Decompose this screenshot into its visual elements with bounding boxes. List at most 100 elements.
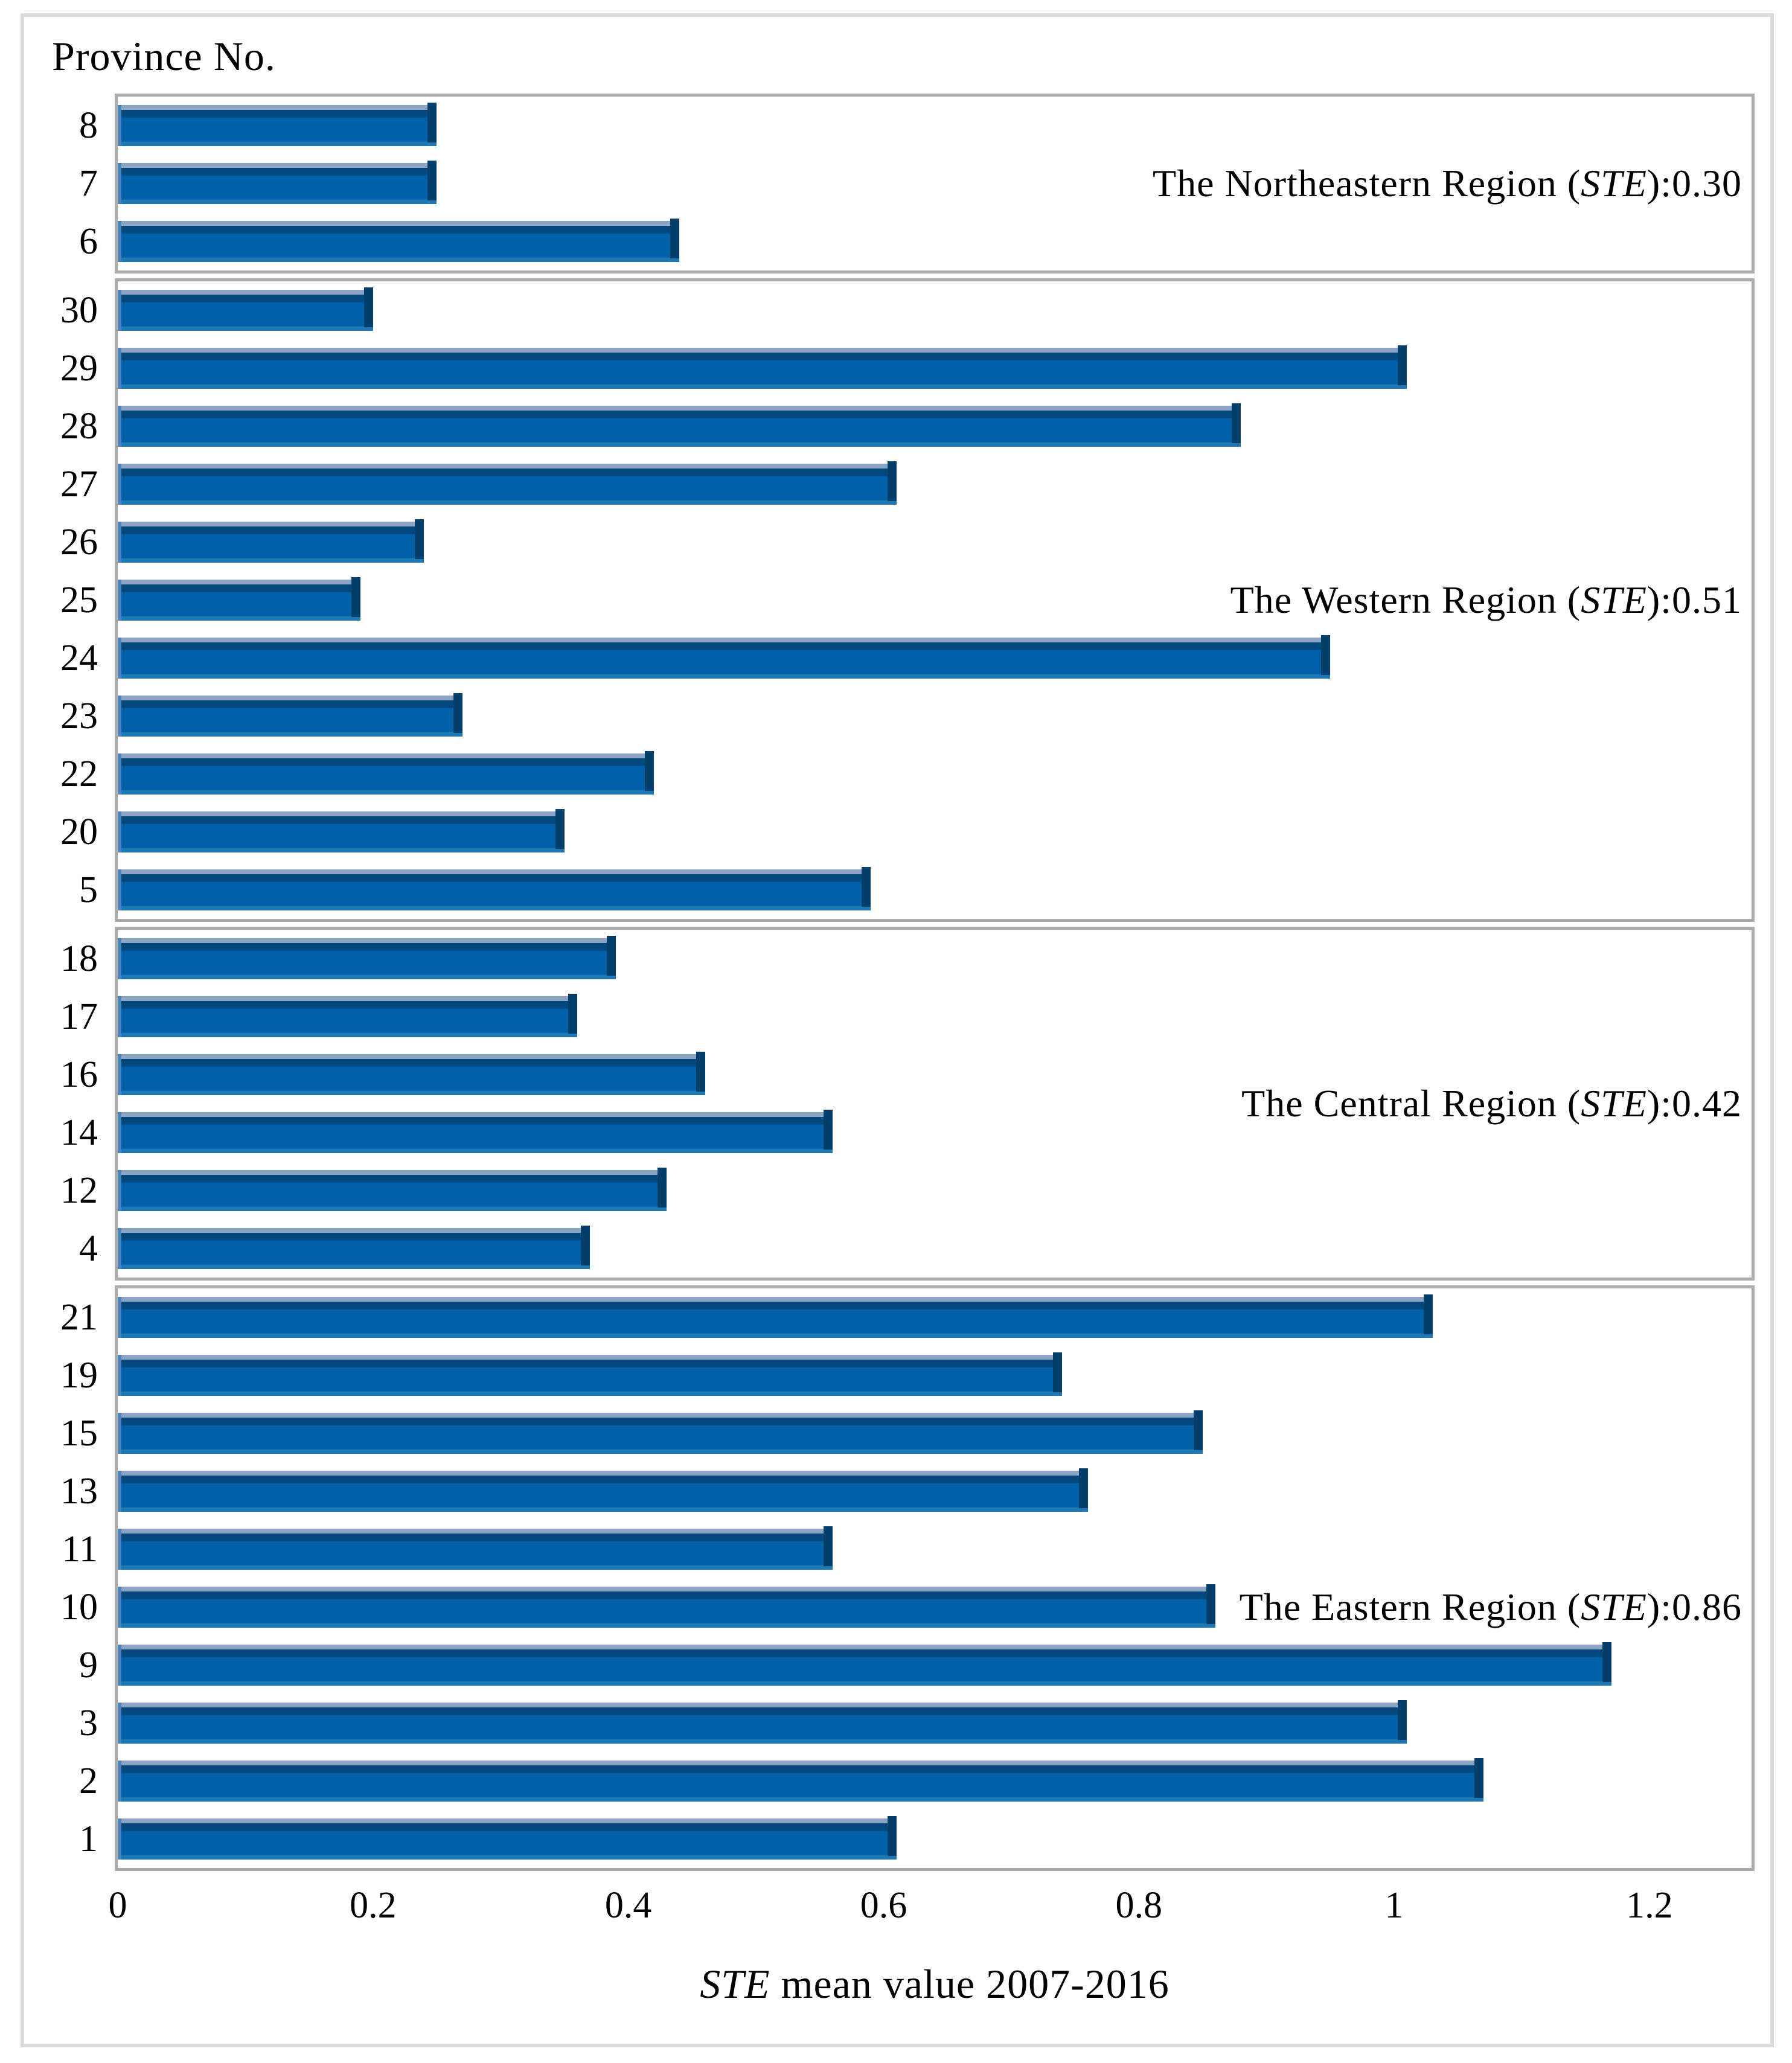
bar-province-10 [118,1584,1216,1628]
bar-row [118,455,1752,513]
bar-row [118,339,1752,397]
region-annotation-italic: STE [1581,578,1647,621]
region-annotation-central: The Central Region (STE):0.42 [1241,1081,1742,1126]
region-panel-northeastern: 8 7 6 The Northeastern Region (STE):0.30 [24,94,1755,273]
province-label-8: 8 [79,104,98,146]
x-axis-title-italic: STE [700,1961,770,2007]
province-labels-eastern: 21 19 15 13 11 10 9 3 2 1 [24,1285,115,1871]
province-label-21: 21 [60,1296,98,1338]
province-label-5: 5 [79,869,98,910]
bar-row [118,861,1752,919]
province-label-2: 2 [79,1760,98,1802]
bar-province-12 [118,1168,667,1211]
x-tick-0.6: 0.6 [860,1885,907,1926]
y-axis-title: Province No. [52,33,276,79]
province-label-26: 26 [60,521,98,563]
plot-area-central: The Central Region (STE):0.42 [115,927,1755,1281]
region-panel-western: 30 29 28 27 26 25 24 23 22 20 5 The Western Region … [24,278,1755,922]
bar-province-24 [118,635,1331,679]
bar-province-2 [118,1758,1483,1802]
bar-row [118,687,1752,745]
bar-row [118,803,1752,861]
bar-row [118,629,1752,687]
bar-row [118,1694,1752,1752]
province-label-19: 19 [60,1354,98,1396]
bar-row [118,1578,1752,1636]
region-annotation-italic: STE [1581,162,1647,205]
bar-row [118,1162,1752,1220]
plot-area-eastern: The Eastern Region (STE):0.86 [115,1285,1755,1871]
bar-province-15 [118,1410,1203,1454]
province-label-30: 30 [60,289,98,331]
bar-row [118,1752,1752,1810]
x-axis-title: STE mean value 2007-2016 [118,1960,1752,2008]
figure-content: Province No. 8 7 6 The Northeastern Region … [24,17,1770,2044]
bar-row [118,1288,1752,1346]
x-tick-0: 0 [108,1885,127,1926]
bar-row [118,745,1752,803]
plot-area-western: The Western Region (STE):0.51 [115,278,1755,922]
bar-row [118,1636,1752,1694]
province-label-9: 9 [79,1644,98,1686]
province-label-6: 6 [79,220,98,262]
province-labels-western: 30 29 28 27 26 25 24 23 22 20 5 [24,278,115,922]
bar-province-25 [118,577,360,621]
province-label-16: 16 [60,1054,98,1095]
x-axis-tick-labels: 0 0.2 0.4 0.6 0.8 1 1.2 [109,1871,1752,1939]
panels-container: 8 7 6 The Northeastern Region (STE):0.30 30 2… [24,94,1755,1871]
province-label-18: 18 [60,938,98,979]
province-label-13: 13 [60,1470,98,1512]
bar-row [118,1046,1752,1104]
bar-row [118,397,1752,455]
bar-province-3 [118,1700,1407,1744]
bar-row [118,1520,1752,1578]
province-label-22: 22 [60,753,98,795]
bar-row [118,1104,1752,1162]
province-label-7: 7 [79,162,98,204]
bar-row [118,97,1752,155]
x-tick-1: 1 [1384,1885,1404,1926]
province-label-10: 10 [60,1586,98,1628]
region-annotation-pre: The Eastern Region ( [1239,1585,1581,1628]
province-label-25: 25 [60,579,98,621]
region-annotation-pre: The Western Region ( [1230,578,1581,621]
bar-province-7 [118,161,437,204]
bar-row [118,1404,1752,1462]
bar-province-30 [118,287,373,331]
bar-row [118,571,1752,629]
region-annotation-italic: STE [1581,1082,1647,1125]
bar-province-1 [118,1816,897,1860]
province-label-15: 15 [60,1412,98,1454]
province-label-23: 23 [60,695,98,737]
x-tick-0.4: 0.4 [604,1885,652,1926]
bar-province-17 [118,994,578,1037]
province-label-28: 28 [60,405,98,447]
province-label-27: 27 [60,463,98,505]
bar-row [118,988,1752,1046]
bar-province-5 [118,867,871,910]
province-labels-central: 18 17 16 14 12 4 [24,927,115,1281]
region-panel-eastern: 21 19 15 13 11 10 9 3 2 1 The Eastern Region (STE)… [24,1285,1755,1871]
region-annotation-post: ):0.51 [1646,578,1742,621]
province-label-14: 14 [60,1111,98,1153]
province-label-24: 24 [60,637,98,679]
bar-province-23 [118,693,462,737]
bar-province-14 [118,1110,833,1153]
x-tick-0.2: 0.2 [350,1885,397,1926]
bar-province-27 [118,461,897,505]
region-annotation-pre: The Central Region ( [1241,1082,1581,1125]
province-label-11: 11 [62,1528,98,1570]
bar-row [118,930,1752,988]
region-panel-central: 18 17 16 14 12 4 The Central Region (STE):0.42 [24,927,1755,1281]
bar-row [118,513,1752,571]
province-label-1: 1 [79,1818,98,1860]
bar-row [118,281,1752,339]
region-annotation-pre: The Northeastern Region ( [1153,162,1581,205]
province-label-29: 29 [60,347,98,389]
province-label-12: 12 [60,1169,98,1211]
x-tick-1.2: 1.2 [1626,1885,1673,1926]
x-tick-0.8: 0.8 [1115,1885,1163,1926]
bar-province-22 [118,751,654,795]
bar-province-4 [118,1226,590,1269]
x-axis-title-text: mean value 2007-2016 [770,1961,1170,2007]
